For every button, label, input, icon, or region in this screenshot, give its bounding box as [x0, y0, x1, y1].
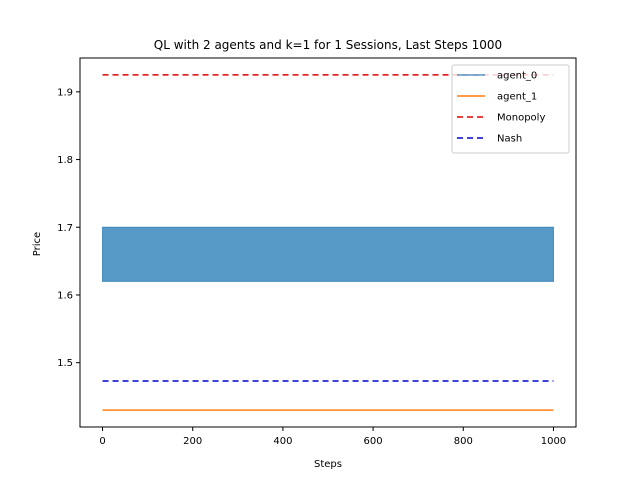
x-tick-label: 200: [183, 436, 202, 447]
x-tick-label: 800: [454, 436, 473, 447]
legend-label-agent-0: agent_0: [497, 71, 537, 82]
legend-label-nash: Nash: [497, 134, 522, 145]
axes-frame: [79, 57, 577, 428]
series-agent-0-band: [102, 226, 554, 282]
axis-ticks: 0 200 400 600 800 1000 1.5 1.6 1.7 1.8 1.9: [57, 87, 566, 447]
legend: agent_0 agent_1 Monopoly Nash: [451, 64, 570, 154]
x-tick-label: 400: [273, 436, 292, 447]
y-tick-label: 1.9: [57, 87, 73, 98]
chart-title: QL with 2 agents and k=1 for 1 Sessions,…: [154, 38, 502, 52]
y-tick-label: 1.5: [57, 358, 73, 369]
y-tick-label: 1.8: [57, 155, 73, 166]
legend-label-agent-1: agent_1: [497, 92, 537, 103]
plot-area: [102, 74, 554, 411]
y-tick-label: 1.7: [57, 223, 73, 234]
x-tick-label: 600: [364, 436, 383, 447]
legend-label-monopoly: Monopoly: [497, 113, 545, 124]
x-tick-label: 1000: [541, 436, 566, 447]
y-axis-label: Price: [32, 232, 43, 256]
x-tick-label: 0: [99, 436, 105, 447]
y-tick-label: 1.6: [57, 290, 73, 301]
legend-box: [451, 64, 570, 154]
x-axis-label: Steps: [314, 459, 342, 470]
